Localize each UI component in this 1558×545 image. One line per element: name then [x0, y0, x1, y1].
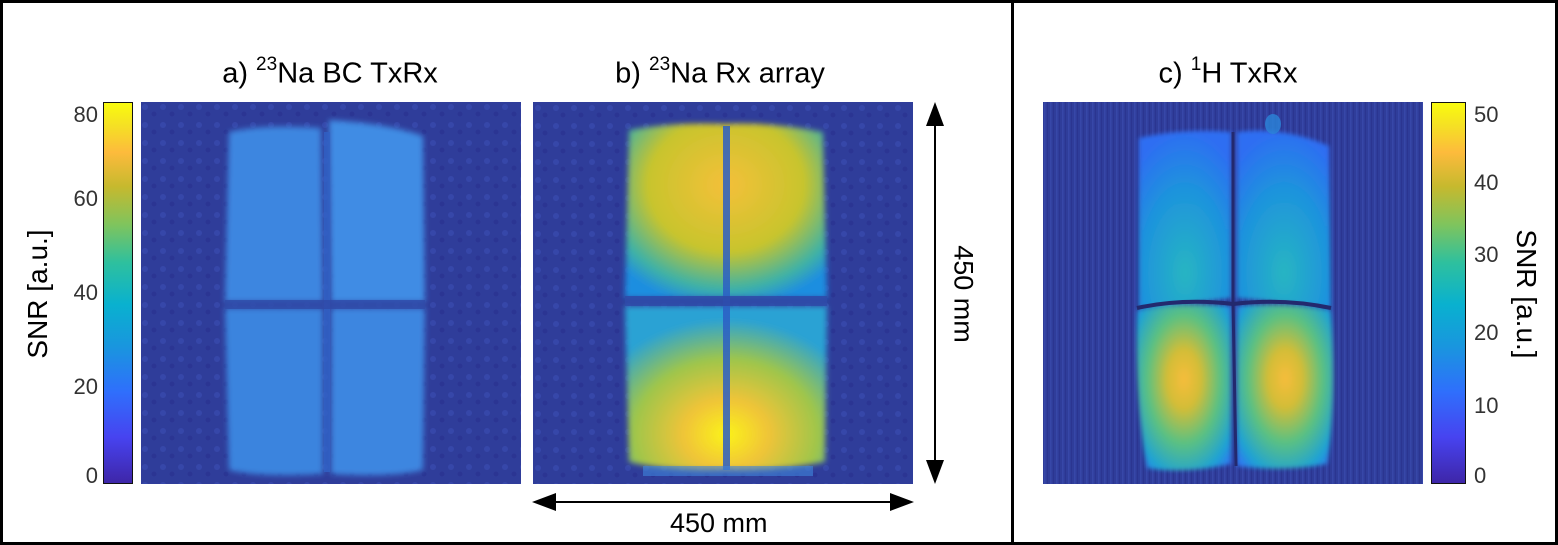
colorbar-right-tick: 20	[1474, 320, 1499, 345]
colorbar-left-label: SNR [a.u.]	[22, 229, 53, 359]
colorbar-left-tick: 0	[85, 463, 98, 488]
colorbar-right	[1431, 102, 1466, 484]
colorbar-left-tick: 80	[73, 102, 98, 127]
horizontal-dimension-label: 450 mm	[670, 508, 768, 538]
colorbar-left-tick: 40	[73, 280, 98, 305]
panel-a-snr-map	[141, 102, 521, 484]
colorbar-right-tick: 10	[1474, 393, 1499, 418]
colorbar-left	[103, 102, 133, 484]
panel-b-snr-map	[533, 102, 913, 484]
panel-c-snr-map	[1043, 102, 1423, 484]
right-figure-frame	[1011, 0, 1558, 545]
panel-a-title: a) 23Na BC TxRx	[222, 54, 438, 90]
colorbar-left-tick: 60	[73, 186, 98, 211]
colorbar-right-label: SNR [a.u.]	[1511, 229, 1542, 359]
colorbar-right-tick: 40	[1474, 170, 1499, 195]
panel-b-title: b) 23Na Rx array	[615, 54, 825, 90]
colorbar-right-tick: 50	[1474, 102, 1499, 127]
vertical-dimension-arrow	[926, 102, 944, 484]
panel-c-title: c) 1H TxRx	[1158, 54, 1298, 90]
vertical-dimension-label: 450 mm	[948, 245, 979, 343]
colorbar-right-tick: 30	[1474, 242, 1499, 267]
colorbar-right-tick: 0	[1474, 463, 1487, 488]
horizontal-dimension-arrow	[532, 493, 914, 511]
colorbar-left-tick: 20	[73, 374, 98, 399]
